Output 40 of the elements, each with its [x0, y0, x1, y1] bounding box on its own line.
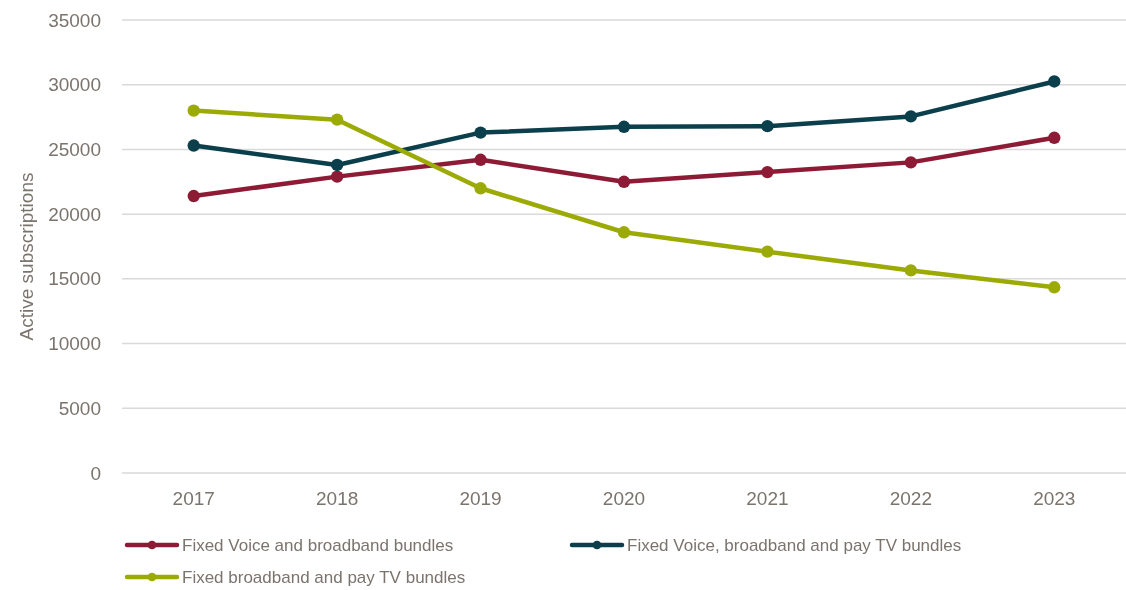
x-tick-label: 2019 — [459, 487, 502, 509]
legend-label: Fixed Voice and broadband bundles — [182, 535, 454, 555]
x-tick-label: 2020 — [602, 487, 646, 509]
point — [904, 264, 918, 277]
y-tick-label: 5000 — [58, 397, 101, 419]
point — [187, 189, 200, 203]
legend-label: Fixed broadband and pay TV bundles — [182, 567, 466, 587]
y-tick-label: 15000 — [48, 268, 101, 290]
point — [187, 139, 200, 152]
y-axis-title: Active subscriptions — [15, 172, 37, 341]
point — [617, 226, 631, 239]
y-tick-label: 25000 — [48, 138, 101, 160]
point — [330, 158, 344, 172]
point — [474, 126, 487, 139]
point — [761, 245, 774, 258]
point — [904, 110, 918, 123]
x-tick-label: 2017 — [172, 487, 215, 509]
point — [330, 113, 344, 126]
point — [187, 104, 200, 117]
y-tick-label: 35000 — [48, 9, 101, 31]
point — [1048, 75, 1061, 88]
y-tick-label: 30000 — [48, 74, 101, 96]
x-tick-label: 2022 — [889, 487, 932, 509]
point — [474, 153, 487, 166]
x-tick-label: 2021 — [746, 487, 789, 509]
point — [617, 120, 631, 133]
point — [1048, 131, 1061, 144]
point — [904, 156, 918, 169]
point — [474, 182, 487, 195]
x-tick-label: 2023 — [1033, 487, 1076, 509]
point — [330, 170, 344, 183]
y-tick-label: 20000 — [48, 203, 101, 225]
point — [761, 119, 774, 133]
y-tick-label: 0 — [90, 462, 101, 484]
y-tick-label: 10000 — [48, 333, 101, 355]
legend-label: Fixed Voice, broadband and pay TV bundles — [627, 535, 962, 555]
point — [761, 165, 774, 179]
x-tick-label: 2018 — [316, 487, 359, 509]
point — [1048, 281, 1061, 294]
point — [617, 175, 631, 188]
